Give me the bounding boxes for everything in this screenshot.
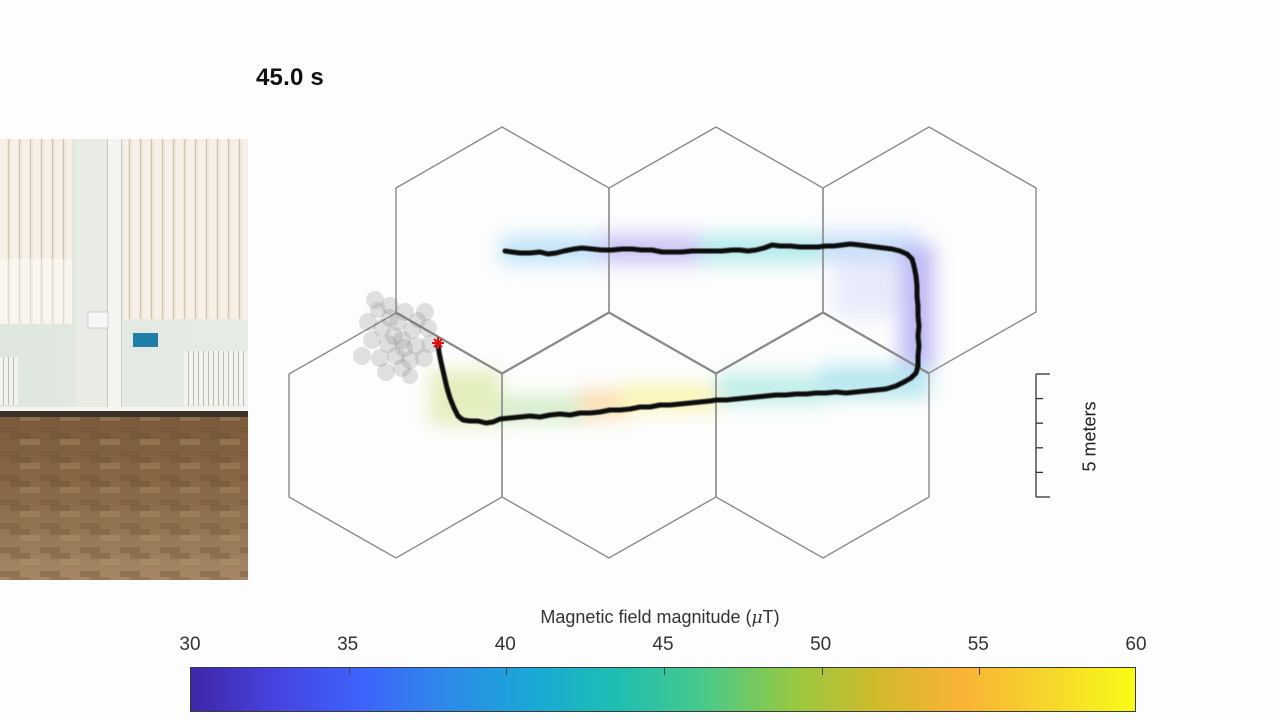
colorbar-tick-label: 30 xyxy=(179,634,201,655)
magnetic-field-overlay xyxy=(430,232,934,425)
hexagon-top-right xyxy=(822,126,1037,374)
colorbar-tick xyxy=(664,668,665,675)
colorbar-tick-label: 35 xyxy=(337,634,359,655)
time-label: 45.0 s xyxy=(256,64,324,91)
colorbar-title-unit: T) xyxy=(762,607,780,627)
scale-bar-label: 5 meters xyxy=(1079,401,1100,472)
colorbar xyxy=(190,667,1136,712)
colorbar-tick xyxy=(821,668,823,675)
particle-cloud xyxy=(353,291,439,384)
camera-photo xyxy=(0,139,248,580)
colorbar-tick xyxy=(348,668,350,675)
scale-bar xyxy=(1035,373,1050,498)
colorbar-title-mu: μ xyxy=(751,608,763,628)
colorbar-title-text: Magnetic field magnitude ( xyxy=(540,607,752,627)
colorbar-tick-label: 50 xyxy=(810,634,832,655)
colorbar-tick-label: 45 xyxy=(652,634,674,655)
colorbar-tick-label: 60 xyxy=(1125,634,1147,655)
room-photo-illustration xyxy=(0,139,248,580)
colorbar-tick xyxy=(979,668,981,675)
current-position-marker xyxy=(432,337,444,349)
colorbar-tick-label: 40 xyxy=(494,634,516,655)
hexagon-bottom-middle xyxy=(501,312,717,559)
hexagon-grid xyxy=(288,126,1037,559)
colorbar-title: Magnetic field magnitude (μT) xyxy=(0,607,1280,628)
trajectory-path xyxy=(435,241,922,426)
colorbar-tick xyxy=(506,668,508,675)
hexagon-bottom-right xyxy=(715,312,930,559)
colorbar-tick-label: 55 xyxy=(967,634,989,655)
